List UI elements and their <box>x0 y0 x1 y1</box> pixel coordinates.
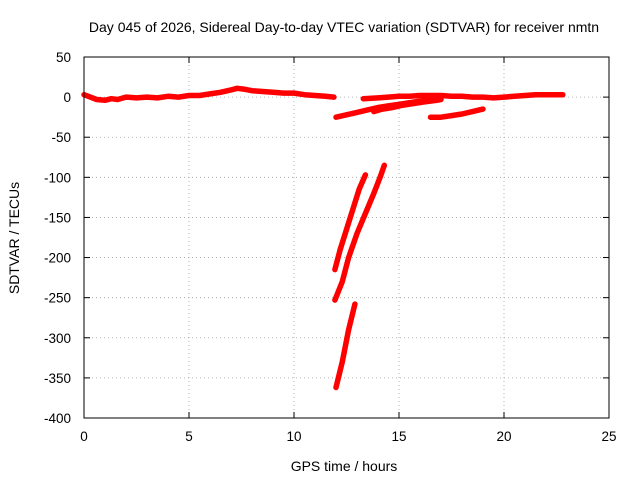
y-axis-label: SDTVAR / TECUs <box>6 182 22 294</box>
y-tick-label: -200 <box>44 251 71 266</box>
x-tick-label: 5 <box>185 429 193 444</box>
axis-ticks: 0 5 10 15 20 25 50 0 -50 -100 -150 -200 -250 -300 -350… <box>44 50 617 444</box>
y-tick-label: -250 <box>44 291 71 306</box>
plot-frame <box>83 56 610 419</box>
y-tick-label: -400 <box>44 411 71 426</box>
x-tick-label: 0 <box>80 429 88 444</box>
y-tick-label: 50 <box>56 50 71 65</box>
sdtvar-series-line <box>427 106 486 120</box>
chart-title: Day 045 of 2026, Sidereal Day-to-day VTE… <box>89 19 599 35</box>
y-tick-label: -100 <box>44 170 71 185</box>
sdtvar-series-line <box>332 172 369 273</box>
y-tick-label: -50 <box>51 130 71 145</box>
sdtvar-series-line <box>371 96 444 115</box>
sdtvar-series-line <box>333 301 358 391</box>
data-series <box>81 85 566 391</box>
x-tick-label: 25 <box>601 429 616 444</box>
x-axis-label: GPS time / hours <box>291 458 398 474</box>
sdtvar-series-line <box>360 91 566 102</box>
y-tick-label: -300 <box>44 331 71 346</box>
y-tick-label: 0 <box>63 90 71 105</box>
y-tick-label: -350 <box>44 371 71 386</box>
x-tick-label: 15 <box>391 429 406 444</box>
grid <box>84 57 609 418</box>
x-tick-label: 10 <box>286 429 301 444</box>
x-tick-label: 20 <box>496 429 511 444</box>
sdtvar-series-line <box>332 162 388 303</box>
sdtvar-series-line <box>81 85 337 104</box>
y-tick-label: -150 <box>44 210 71 225</box>
